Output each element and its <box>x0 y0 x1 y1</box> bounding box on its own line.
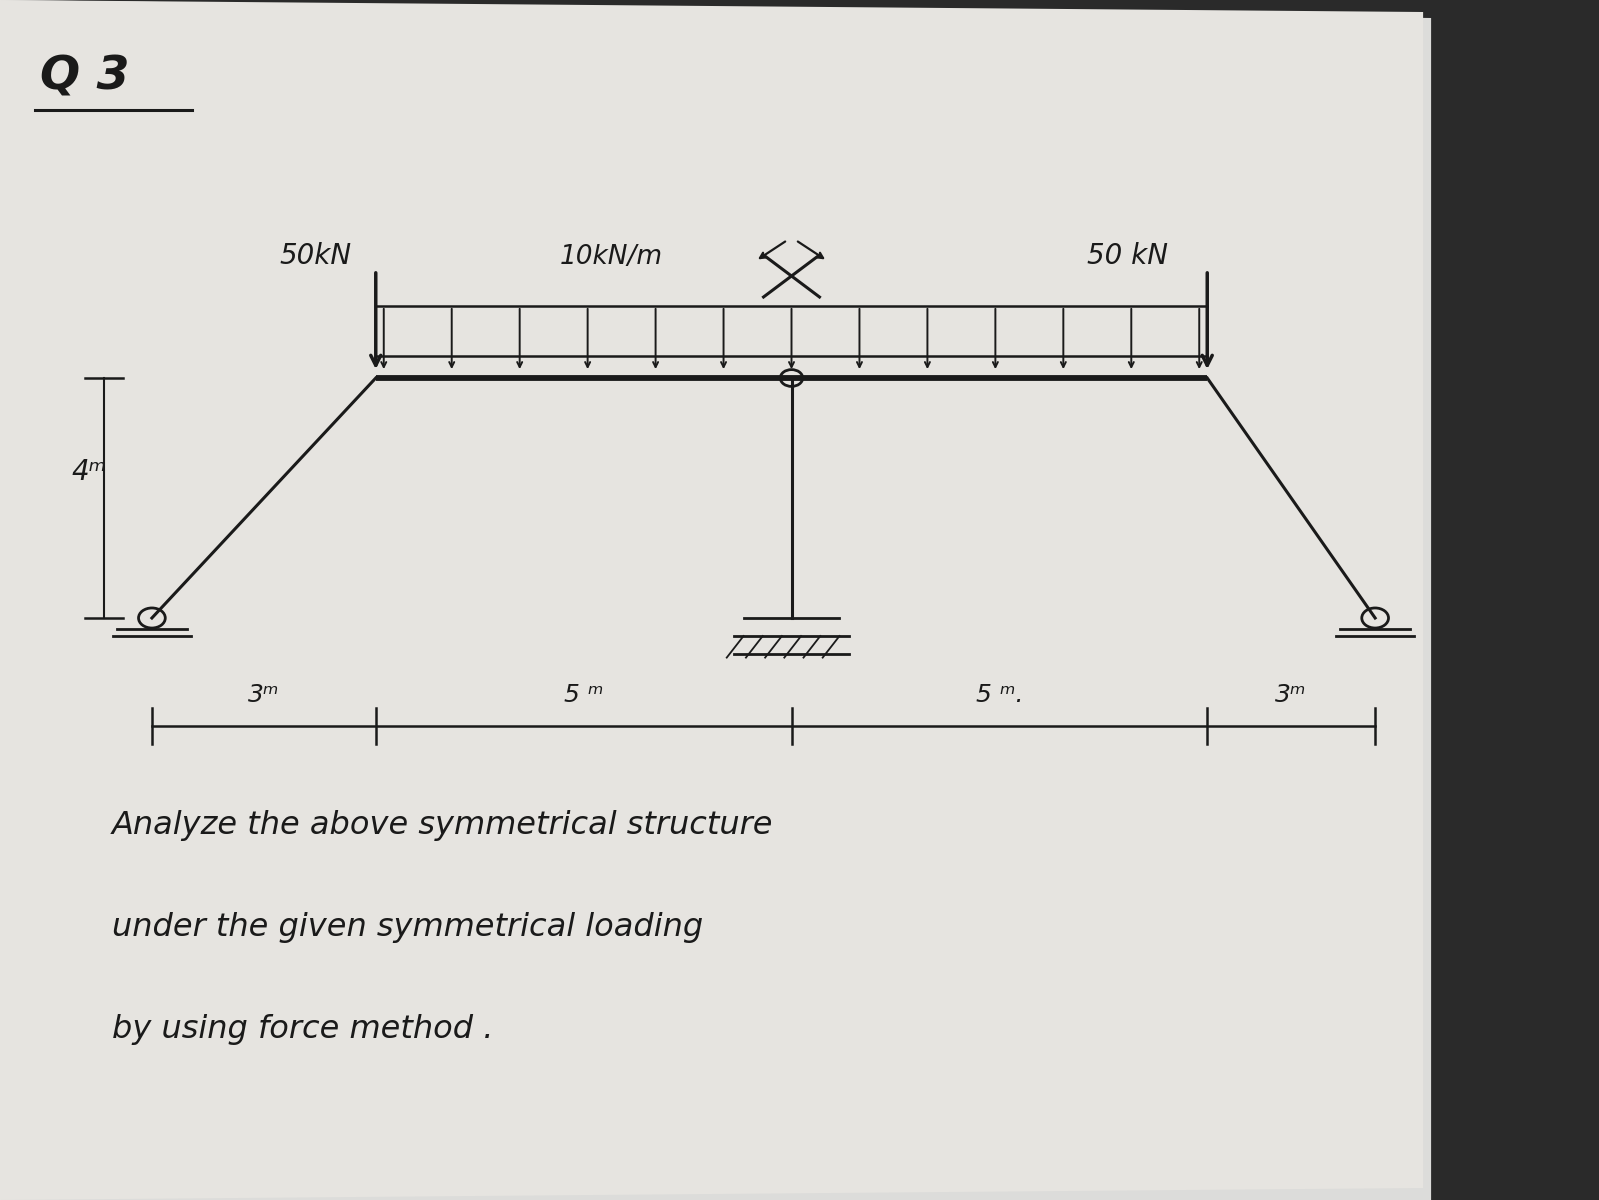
Polygon shape <box>0 0 1423 1200</box>
Text: 10kN/m: 10kN/m <box>560 244 662 270</box>
Text: by using force method .: by using force method . <box>112 1014 494 1045</box>
Polygon shape <box>0 0 1431 1200</box>
Text: 4ᵐ: 4ᵐ <box>72 458 107 486</box>
Text: 3ᵐ: 3ᵐ <box>248 683 280 707</box>
Text: 5 ᵐ.: 5 ᵐ. <box>975 683 1023 707</box>
Text: Analyze the above symmetrical structure: Analyze the above symmetrical structure <box>112 810 774 841</box>
Text: 5 ᵐ: 5 ᵐ <box>564 683 603 707</box>
Text: Q 3: Q 3 <box>40 55 130 100</box>
Text: 50 kN: 50 kN <box>1087 242 1169 270</box>
Text: 50kN: 50kN <box>280 242 352 270</box>
Text: under the given symmetrical loading: under the given symmetrical loading <box>112 912 704 943</box>
Text: 3ᵐ: 3ᵐ <box>1276 683 1306 707</box>
